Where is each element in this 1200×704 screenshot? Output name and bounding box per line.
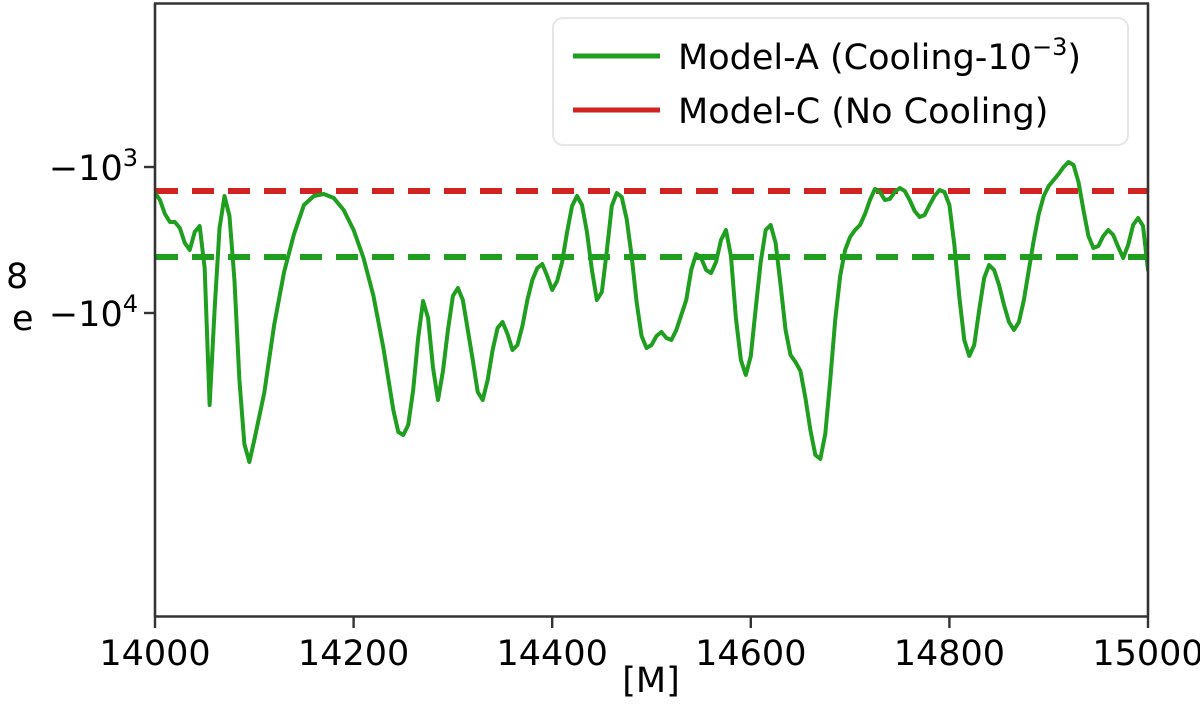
x-axis-ticks [153,617,1150,628]
x-tick-label-0: 14000 [99,634,210,674]
series-line-model-a [156,160,1147,464]
y-tick-label-1: −104 [49,290,138,335]
legend-label-model-c: Model-C (No Cooling) [678,92,1048,132]
legend-box [552,17,1129,146]
x-tick-label-3: 14600 [695,634,806,674]
y-tick-label-0: −103 [49,144,138,189]
axes-spines [153,2,1150,618]
y-axis-ticks [144,165,155,315]
y-axis-title: e 8 [6,257,34,339]
legend[interactable]: Model-A (Cooling-10−3) Model-C (No Cooli… [552,17,1129,146]
x-axis-tick-labels: 14000 14200 14400 14600 14800 15000 [99,634,1200,674]
x-axis-title: [M] [622,661,680,701]
y-axis-title-base: e [12,299,34,339]
y-axis-tick-labels: −103 −104 [49,144,138,335]
x-tick-label-2: 14400 [497,634,608,674]
data-series-group [156,160,1147,464]
legend-label-model-a: Model-A (Cooling-10−3) [678,33,1081,78]
x-tick-label-4: 14800 [894,634,1005,674]
x-tick-label-1: 14200 [298,634,409,674]
y-axis-title-exponent: 8 [6,257,28,297]
reference-lines [156,188,1147,260]
x-tick-label-5: 15000 [1092,634,1200,674]
